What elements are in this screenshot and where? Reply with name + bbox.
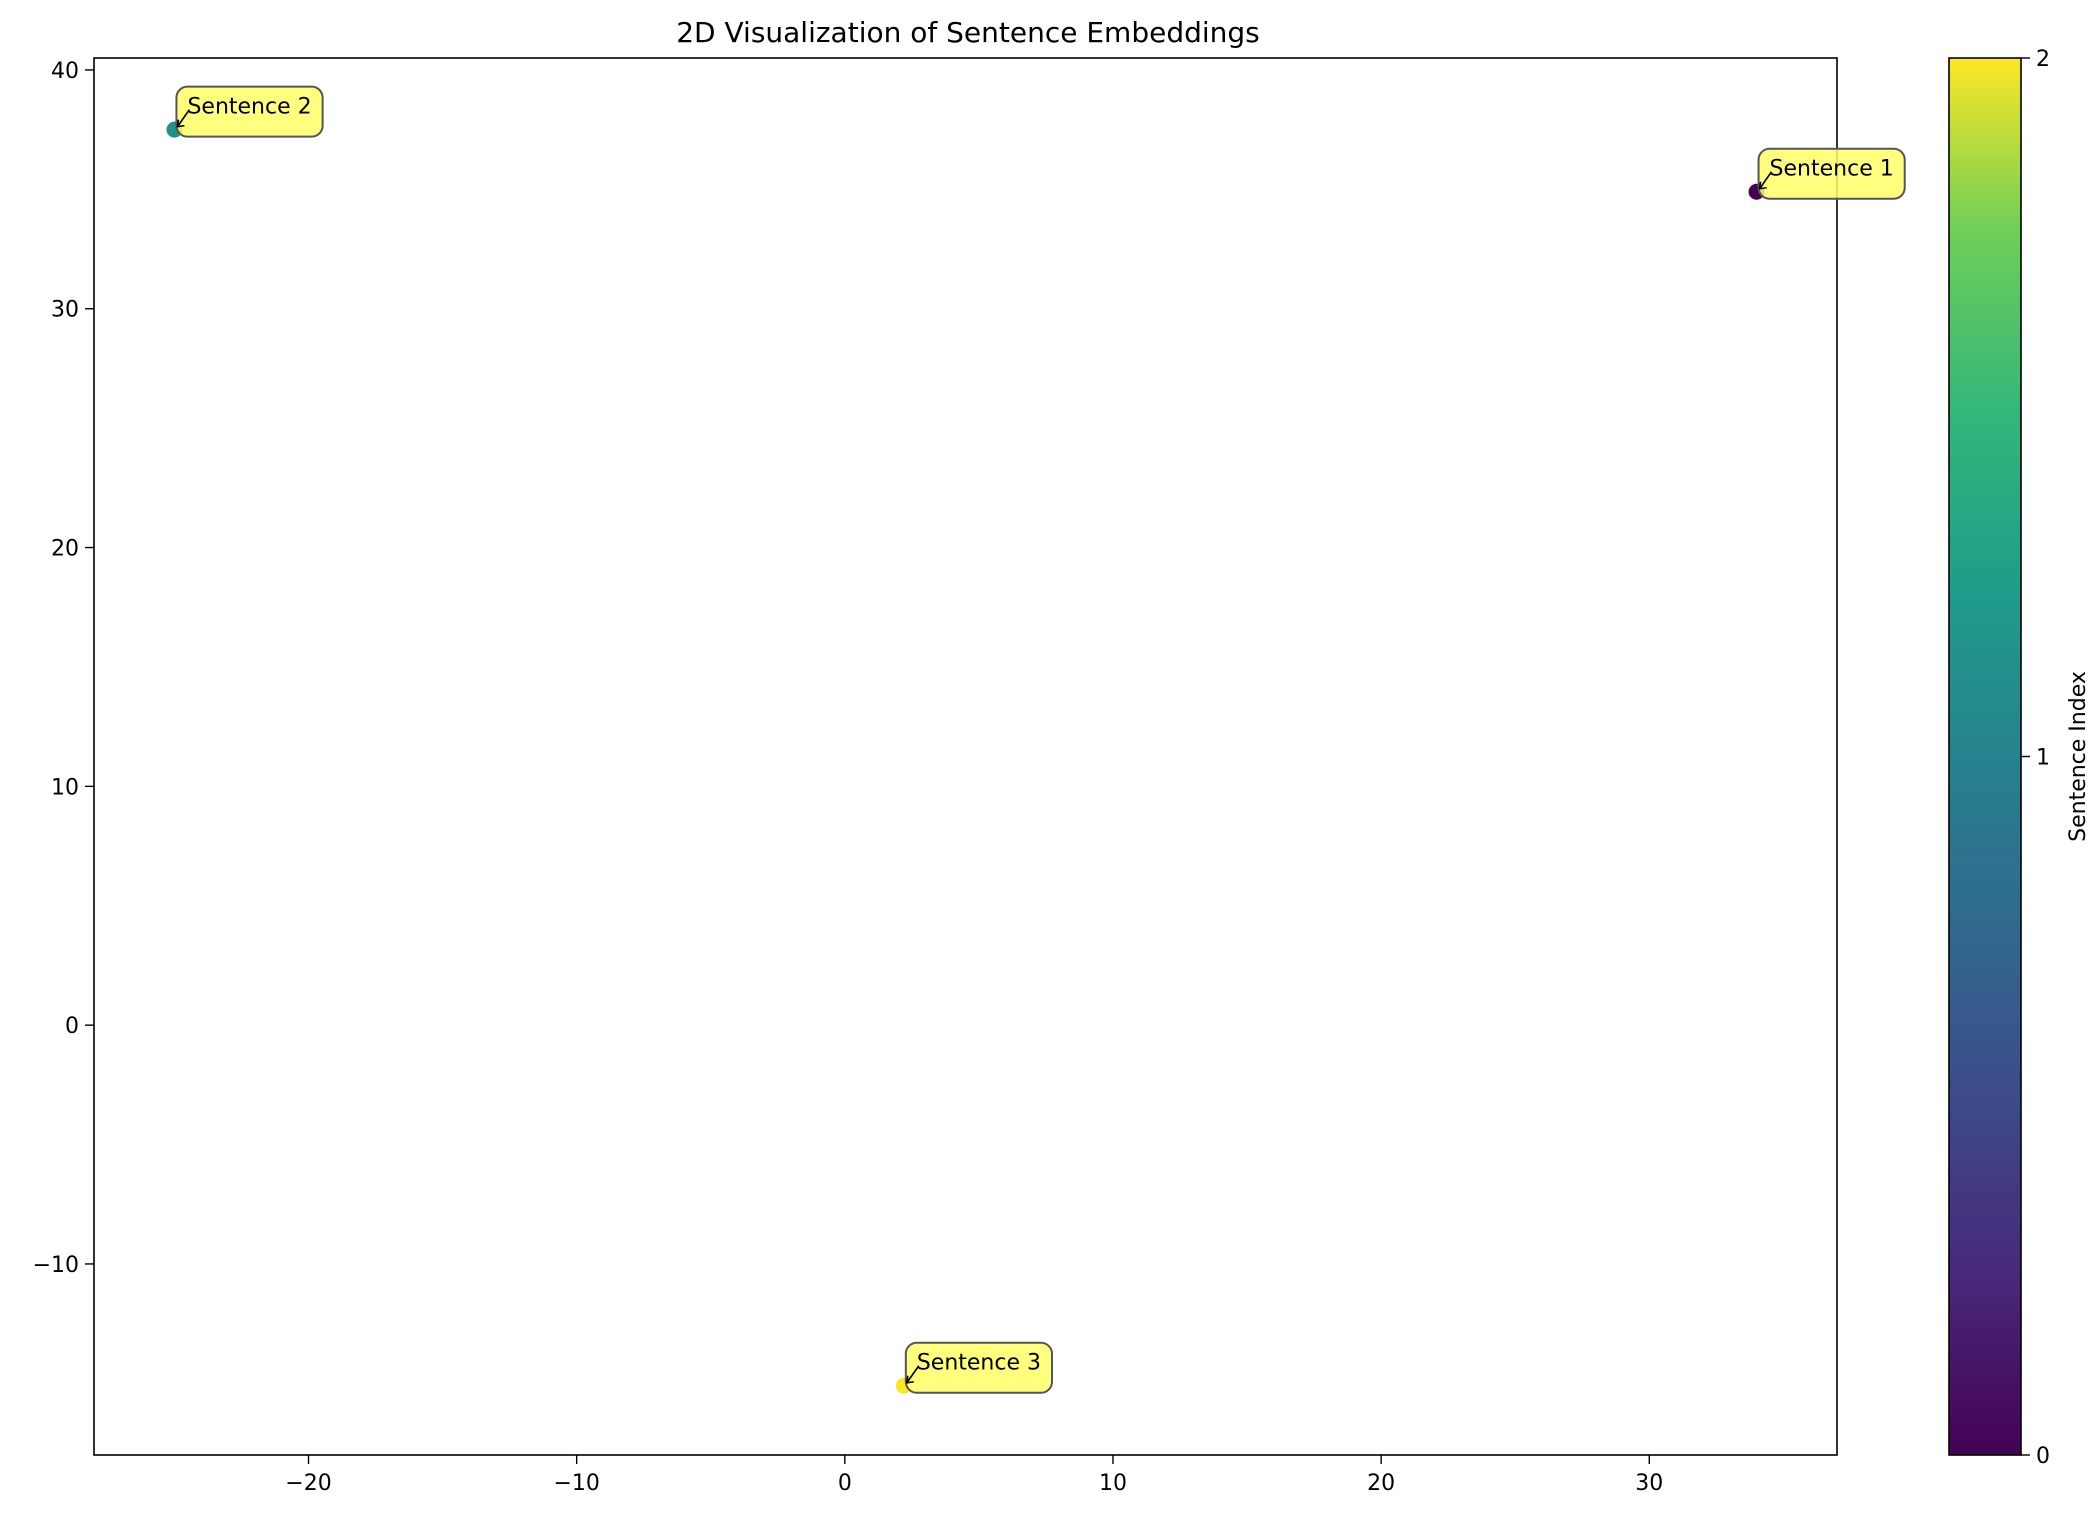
colorbar-tick-label-2: 2 bbox=[2036, 47, 2050, 72]
colorbar: 0 1 2 Sentence Index bbox=[1948, 47, 2091, 1469]
plot-area: −20 −10 0 10 20 30 −10 0 10 20 30 40 Sentence 1 Sente… bbox=[33, 57, 1906, 1496]
x-tick-label-3: 10 bbox=[1099, 1471, 1127, 1496]
y-tick-label-2: 10 bbox=[51, 775, 79, 800]
annotation-1: Sentence 1 bbox=[1757, 147, 1906, 200]
y-tick-label-1: 0 bbox=[65, 1014, 79, 1039]
colorbar-tick-label-0: 0 bbox=[2036, 1444, 2050, 1469]
y-tick-label-5: 40 bbox=[51, 59, 79, 84]
chart-title: 2D Visualization of Sentence Embeddings bbox=[676, 16, 1260, 49]
colorbar-tick-label-1: 1 bbox=[2036, 746, 2050, 771]
x-tick-label-0: −20 bbox=[285, 1471, 331, 1496]
annotation-arrow-2 bbox=[176, 109, 191, 128]
annotation-3: Sentence 3 bbox=[904, 1341, 1053, 1394]
x-tick-label-1: −10 bbox=[553, 1471, 599, 1496]
x-tick-label-4: 20 bbox=[1367, 1471, 1395, 1496]
x-tick-label-2: 0 bbox=[838, 1471, 852, 1496]
annotation-label-3: Sentence 3 bbox=[917, 1351, 1041, 1376]
colorbar-label: Sentence Index bbox=[2066, 671, 2091, 842]
annotation-arrowhead-2 bbox=[176, 119, 185, 128]
annotation-arrow-3 bbox=[906, 1365, 920, 1384]
y-tick-label-4: 30 bbox=[51, 298, 79, 323]
x-tick-label-5: 30 bbox=[1635, 1471, 1663, 1496]
colorbar-gradient bbox=[1949, 58, 2021, 1455]
y-tick-label-0: −10 bbox=[33, 1253, 79, 1278]
annotation-box-2 bbox=[175, 85, 324, 138]
annotation-arrow-1 bbox=[1758, 171, 1773, 190]
annotation-label-1: Sentence 1 bbox=[1770, 157, 1894, 182]
y-tick-label-3: 20 bbox=[51, 537, 79, 562]
annotation-label-2: Sentence 2 bbox=[187, 95, 311, 120]
annotation-arrowhead-3 bbox=[905, 1375, 914, 1384]
annotation-box-3 bbox=[904, 1341, 1053, 1394]
annotation-box-1 bbox=[1757, 147, 1906, 200]
annotation-arrowhead-1 bbox=[1758, 181, 1767, 190]
axes-frame bbox=[93, 57, 1838, 1456]
annotation-2: Sentence 2 bbox=[175, 85, 324, 138]
